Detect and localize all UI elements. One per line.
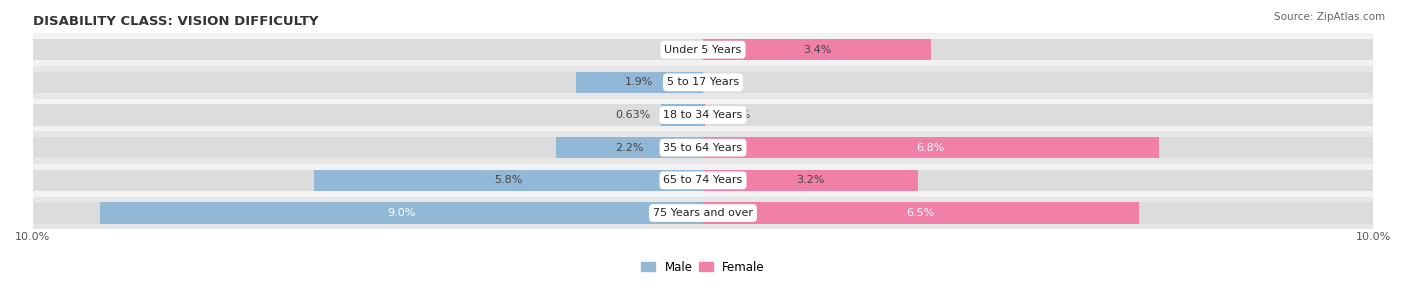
Bar: [32, 197, 1374, 229]
Text: 35 to 64 Years: 35 to 64 Years: [664, 143, 742, 153]
Bar: [32, 33, 1374, 66]
Text: 0.03%: 0.03%: [716, 110, 751, 120]
Text: 6.5%: 6.5%: [907, 208, 935, 218]
Bar: [703, 104, 704, 126]
Text: 0.0%: 0.0%: [665, 45, 693, 55]
Bar: [32, 164, 1374, 197]
Bar: [314, 170, 703, 191]
Bar: [100, 202, 703, 224]
Bar: [555, 137, 703, 158]
Text: 2.2%: 2.2%: [614, 143, 644, 153]
Bar: [32, 202, 703, 224]
Text: DISABILITY CLASS: VISION DIFFICULTY: DISABILITY CLASS: VISION DIFFICULTY: [32, 15, 318, 28]
Bar: [703, 137, 1159, 158]
Bar: [703, 104, 1374, 126]
Text: 0.0%: 0.0%: [713, 77, 741, 87]
Bar: [32, 170, 703, 191]
Bar: [703, 39, 931, 60]
Bar: [32, 39, 703, 60]
Text: 5.8%: 5.8%: [495, 175, 523, 185]
Text: 3.2%: 3.2%: [796, 175, 824, 185]
Text: Under 5 Years: Under 5 Years: [665, 45, 741, 55]
Bar: [703, 202, 1374, 224]
Bar: [661, 104, 703, 126]
Text: 1.9%: 1.9%: [626, 77, 654, 87]
Text: Source: ZipAtlas.com: Source: ZipAtlas.com: [1274, 12, 1385, 22]
Bar: [703, 170, 1374, 191]
Text: 75 Years and over: 75 Years and over: [652, 208, 754, 218]
Text: 3.4%: 3.4%: [803, 45, 831, 55]
Bar: [703, 202, 1139, 224]
Text: 65 to 74 Years: 65 to 74 Years: [664, 175, 742, 185]
Bar: [32, 104, 703, 126]
Text: 6.8%: 6.8%: [917, 143, 945, 153]
Bar: [32, 137, 703, 158]
Bar: [703, 72, 1374, 93]
Bar: [703, 137, 1374, 158]
Bar: [32, 99, 1374, 131]
Text: 18 to 34 Years: 18 to 34 Years: [664, 110, 742, 120]
Text: 5 to 17 Years: 5 to 17 Years: [666, 77, 740, 87]
Text: 9.0%: 9.0%: [387, 208, 416, 218]
Text: 0.63%: 0.63%: [616, 110, 651, 120]
Bar: [575, 72, 703, 93]
Bar: [32, 66, 1374, 99]
Bar: [32, 72, 703, 93]
Legend: Male, Female: Male, Female: [637, 256, 769, 278]
Bar: [32, 131, 1374, 164]
Bar: [703, 170, 918, 191]
Bar: [703, 39, 1374, 60]
